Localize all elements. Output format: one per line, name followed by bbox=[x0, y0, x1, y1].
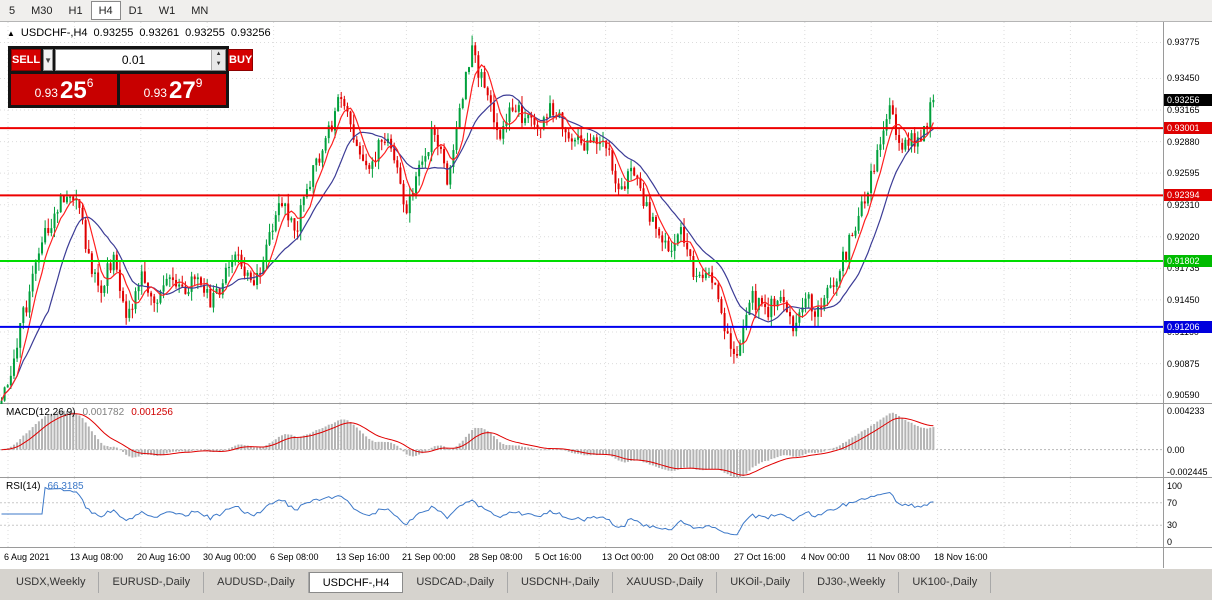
time-axis-label: 30 Aug 00:00 bbox=[203, 552, 257, 562]
chart-area[interactable]: ▲ USDCHF-,H4 0.93255 0.93261 0.93255 0.9… bbox=[0, 22, 1212, 568]
rsi-panel[interactable]: RSI(14) 66.3185 100 70 30 0 bbox=[0, 478, 1212, 548]
chart-tab-ukoil-daily[interactable]: UKOil-,Daily bbox=[717, 572, 805, 593]
direction-up-icon: ▲ bbox=[7, 29, 15, 38]
price-chart-canvas[interactable] bbox=[0, 22, 1163, 404]
buy-button[interactable]: BUY bbox=[228, 49, 254, 71]
timeframe-button-w1[interactable]: W1 bbox=[151, 1, 184, 20]
macd-axis-label: 0.00 bbox=[1167, 445, 1185, 455]
price-level-badge: 0.93001 bbox=[1164, 122, 1212, 134]
quote-high: 0.93261 bbox=[139, 27, 180, 39]
macd-signal-value: 0.001256 bbox=[131, 407, 173, 418]
macd-panel[interactable]: MACD(12,26,9) 0.001782 0.001256 0.004233… bbox=[0, 404, 1212, 478]
rsi-header: RSI(14) 66.3185 bbox=[6, 481, 84, 492]
rsi-canvas[interactable] bbox=[0, 478, 1163, 548]
macd-header: MACD(12,26,9) 0.001782 0.001256 bbox=[6, 407, 173, 418]
time-axis-label: 5 Oct 16:00 bbox=[535, 552, 582, 562]
current-price-badge: 0.93256 bbox=[1164, 94, 1212, 106]
quote-header: ▲ USDCHF-,H4 0.93255 0.93261 0.93255 0.9… bbox=[7, 27, 271, 40]
time-axis-label: 18 Nov 16:00 bbox=[934, 552, 988, 562]
price-tick-label: 0.90875 bbox=[1167, 359, 1200, 369]
sell-price-big: 25 bbox=[59, 77, 87, 104]
timeframe-button-m30[interactable]: M30 bbox=[23, 1, 60, 20]
chart-tab-dj30-weekly[interactable]: DJ30-,Weekly bbox=[804, 572, 900, 593]
chart-tab-usdx-weekly[interactable]: USDX,Weekly bbox=[3, 572, 100, 593]
quote-low: 0.93255 bbox=[185, 27, 225, 39]
price-tick-label: 0.92020 bbox=[1167, 232, 1200, 242]
timeframe-toolbar: 5 M30 H1 H4 D1 W1 MN bbox=[0, 0, 1212, 22]
time-axis-label: 11 Nov 08:00 bbox=[867, 552, 920, 562]
timeframe-button-5[interactable]: 5 bbox=[1, 1, 23, 20]
price-level-badge: 0.91206 bbox=[1164, 321, 1212, 333]
macd-title: MACD(12,26,9) bbox=[6, 407, 76, 418]
price-tick-label: 0.92880 bbox=[1167, 137, 1200, 147]
price-tick-label: 0.90590 bbox=[1167, 390, 1200, 400]
chart-tab-usdcnh-daily[interactable]: USDCNH-,Daily bbox=[508, 572, 614, 593]
chart-tab-usdcad-daily[interactable]: USDCAD-,Daily bbox=[403, 572, 508, 593]
rsi-axis-label: 70 bbox=[1167, 498, 1178, 508]
chart-tab-uk100-daily[interactable]: UK100-,Daily bbox=[899, 572, 992, 593]
price-tick-label: 0.92595 bbox=[1167, 168, 1200, 178]
chart-tab-usdchf-h4[interactable]: USDCHF-,H4 bbox=[308, 572, 404, 593]
timeframe-button-h1[interactable]: H1 bbox=[61, 1, 91, 20]
macd-axis-label: -0.002445 bbox=[1167, 467, 1208, 477]
sell-price-base: 0.93 bbox=[34, 86, 58, 100]
price-tick-label: 0.93450 bbox=[1167, 73, 1200, 83]
rsi-axis-label: 30 bbox=[1167, 520, 1178, 530]
sell-price-display[interactable]: 0.93 25 6 bbox=[11, 74, 117, 105]
chevron-down-icon: ▼ bbox=[44, 55, 53, 65]
time-axis-label: 27 Oct 16:00 bbox=[734, 552, 786, 562]
price-level-badge: 0.91802 bbox=[1164, 255, 1212, 267]
rsi-title: RSI(14) bbox=[6, 481, 41, 492]
quote-symbol: USDCHF-,H4 bbox=[20, 27, 88, 39]
buy-price-big: 27 bbox=[168, 77, 196, 104]
time-axis-label: 28 Sep 08:00 bbox=[469, 552, 523, 562]
quote-open: 0.93255 bbox=[93, 27, 134, 39]
price-tick-label: 0.93775 bbox=[1167, 37, 1200, 47]
buy-price-base: 0.93 bbox=[143, 86, 167, 100]
macd-canvas[interactable] bbox=[0, 404, 1163, 478]
chart-tab-xauusd-daily[interactable]: XAUUSD-,Daily bbox=[613, 572, 718, 593]
sell-button[interactable]: SELL bbox=[11, 49, 42, 71]
timeframe-button-mn[interactable]: MN bbox=[183, 1, 216, 20]
time-axis-label: 6 Sep 08:00 bbox=[270, 552, 319, 562]
time-axis-label: 20 Aug 16:00 bbox=[137, 552, 191, 562]
time-axis-label: 4 Nov 00:00 bbox=[801, 552, 850, 562]
time-axis-label: 13 Sep 16:00 bbox=[336, 552, 390, 562]
timeframe-button-d1[interactable]: D1 bbox=[121, 1, 151, 20]
price-tick-label: 0.93165 bbox=[1167, 105, 1200, 115]
time-axis-label: 20 Oct 08:00 bbox=[668, 552, 720, 562]
timeframe-button-h4[interactable]: H4 bbox=[90, 1, 121, 20]
chart-tab-eurusd-daily[interactable]: EURUSD-,Daily bbox=[99, 572, 205, 593]
quote-close: 0.93256 bbox=[230, 27, 271, 39]
time-axis-label: 6 Aug 2021 bbox=[4, 552, 50, 562]
time-axis-label: 13 Aug 08:00 bbox=[70, 552, 124, 562]
buy-price-display[interactable]: 0.93 27 9 bbox=[120, 74, 226, 105]
price-tick-label: 0.91735 bbox=[1167, 263, 1200, 273]
time-axis-label: 13 Oct 00:00 bbox=[602, 552, 654, 562]
volume-down-button[interactable]: ▼ bbox=[212, 60, 226, 70]
buy-price-sup: 9 bbox=[195, 76, 203, 90]
macd-axis-label: 0.004233 bbox=[1167, 406, 1205, 416]
price-tick-label: 0.91450 bbox=[1167, 295, 1200, 305]
price-axis-separator bbox=[1163, 22, 1164, 568]
time-axis: 6 Aug 2021 13 Aug 08:00 20 Aug 16:00 30 Aug… bbox=[0, 548, 1212, 568]
price-level-badge: 0.92394 bbox=[1164, 189, 1212, 201]
volume-dropdown-button[interactable]: ▼ bbox=[43, 49, 54, 71]
macd-main-value: 0.001782 bbox=[82, 407, 125, 418]
time-axis-label: 21 Sep 00:00 bbox=[402, 552, 456, 562]
one-click-trading-panel: SELL ▼ ▲ ▼ BUY 0.93 25 6 bbox=[8, 46, 254, 108]
price-tick-label: 0.92310 bbox=[1167, 200, 1200, 210]
chart-tabs-bar: USDX,Weekly EURUSD-,Daily AUDUSD-,Daily USD… bbox=[0, 568, 1212, 600]
rsi-value: 66.3185 bbox=[47, 481, 84, 492]
rsi-axis-label: 100 bbox=[1167, 481, 1183, 491]
sell-price-sup: 6 bbox=[86, 76, 94, 90]
chart-tab-audusd-daily[interactable]: AUDUSD-,Daily bbox=[204, 572, 309, 593]
price-chart-panel[interactable]: ▲ USDCHF-,H4 0.93255 0.93261 0.93255 0.9… bbox=[0, 22, 1212, 404]
rsi-axis-label: 0 bbox=[1167, 537, 1173, 547]
volume-input[interactable] bbox=[56, 50, 212, 70]
volume-up-button[interactable]: ▲ bbox=[212, 50, 226, 60]
